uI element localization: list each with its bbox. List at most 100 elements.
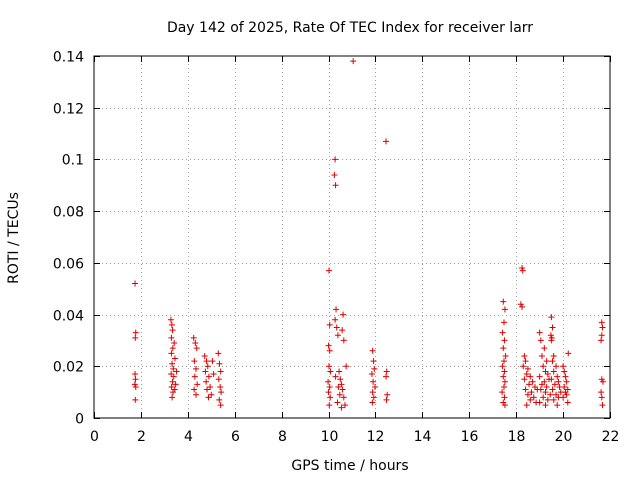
data-point xyxy=(339,386,346,393)
data-point xyxy=(519,267,526,274)
data-point xyxy=(563,378,570,385)
data-point xyxy=(132,334,139,341)
data-point xyxy=(332,316,339,323)
x-tick-label: 4 xyxy=(184,429,193,445)
data-point xyxy=(172,381,179,388)
data-point xyxy=(193,391,200,398)
data-point xyxy=(209,358,216,365)
data-point xyxy=(547,332,554,339)
data-point xyxy=(500,319,507,326)
data-point xyxy=(334,332,341,339)
data-point xyxy=(168,383,175,390)
data-point xyxy=(340,337,347,344)
data-point xyxy=(336,391,343,398)
data-point xyxy=(549,386,556,393)
data-point xyxy=(203,378,210,385)
data-point xyxy=(549,358,556,365)
data-point xyxy=(168,371,175,378)
data-point xyxy=(215,376,222,383)
data-point xyxy=(210,371,217,378)
data-point xyxy=(524,365,531,372)
data-point xyxy=(598,376,605,383)
data-point xyxy=(522,386,529,393)
data-point xyxy=(205,373,212,380)
data-point xyxy=(167,316,174,323)
data-point xyxy=(599,402,606,409)
data-point xyxy=(383,368,390,375)
grid-lines xyxy=(94,56,610,418)
x-tick-label: 18 xyxy=(508,429,526,445)
data-point xyxy=(500,383,507,390)
data-point xyxy=(501,337,508,344)
data-point xyxy=(501,394,508,401)
data-point xyxy=(326,321,333,328)
plot-frame xyxy=(93,55,611,419)
data-point xyxy=(598,337,605,344)
data-point xyxy=(500,358,507,365)
data-point xyxy=(543,358,550,365)
data-point xyxy=(499,329,506,336)
data-point xyxy=(383,396,390,403)
data-point xyxy=(598,394,605,401)
data-point xyxy=(562,373,569,380)
data-point xyxy=(564,399,571,406)
data-point xyxy=(554,402,561,409)
data-point xyxy=(326,267,333,274)
data-point xyxy=(501,306,508,313)
data-point xyxy=(169,378,176,385)
data-point xyxy=(538,381,545,388)
data-point xyxy=(541,345,548,352)
data-point xyxy=(325,389,332,396)
data-point xyxy=(191,386,198,393)
data-point xyxy=(501,402,508,409)
data-point xyxy=(327,368,334,375)
data-point xyxy=(548,376,555,383)
data-point xyxy=(555,378,562,385)
data-point xyxy=(599,324,606,331)
data-point xyxy=(523,371,530,378)
data-point xyxy=(370,394,377,401)
data-point xyxy=(326,383,333,390)
data-point xyxy=(217,368,224,375)
data-point xyxy=(384,391,391,398)
data-point xyxy=(340,311,347,318)
data-point xyxy=(542,402,549,409)
data-point xyxy=(548,337,555,344)
data-point xyxy=(370,358,377,365)
data-point xyxy=(521,352,528,359)
y-tick-label: 0.04 xyxy=(53,309,84,325)
data-point xyxy=(599,378,606,385)
data-point xyxy=(565,350,572,357)
data-point xyxy=(333,324,340,331)
data-point xyxy=(521,376,528,383)
data-point xyxy=(368,371,375,378)
data-point xyxy=(191,358,198,365)
data-point xyxy=(598,332,605,339)
data-point xyxy=(562,389,569,396)
data-point xyxy=(204,386,211,393)
data-point xyxy=(132,396,139,403)
data-point xyxy=(205,394,212,401)
data-point xyxy=(326,347,333,354)
data-point xyxy=(327,394,334,401)
chart-title: Day 142 of 2025, Rate Of TEC Index for r… xyxy=(167,20,533,36)
data-point xyxy=(337,376,344,383)
x-tick-label: 2 xyxy=(137,429,146,445)
y-tick-label: 0.12 xyxy=(53,102,84,118)
data-point xyxy=(383,138,390,145)
data-points xyxy=(131,58,606,411)
data-point xyxy=(203,358,210,365)
data-point xyxy=(131,381,138,388)
data-point xyxy=(190,334,197,341)
data-point xyxy=(201,352,208,359)
data-point xyxy=(499,389,506,396)
data-point xyxy=(326,402,333,409)
data-point xyxy=(170,365,177,372)
y-axis-label: ROTI / TECUs xyxy=(6,192,22,284)
data-point xyxy=(332,182,339,189)
data-point xyxy=(169,327,176,334)
data-point xyxy=(542,389,549,396)
x-tick-label: 22 xyxy=(602,429,620,445)
data-point xyxy=(528,389,535,396)
data-point xyxy=(338,381,345,388)
